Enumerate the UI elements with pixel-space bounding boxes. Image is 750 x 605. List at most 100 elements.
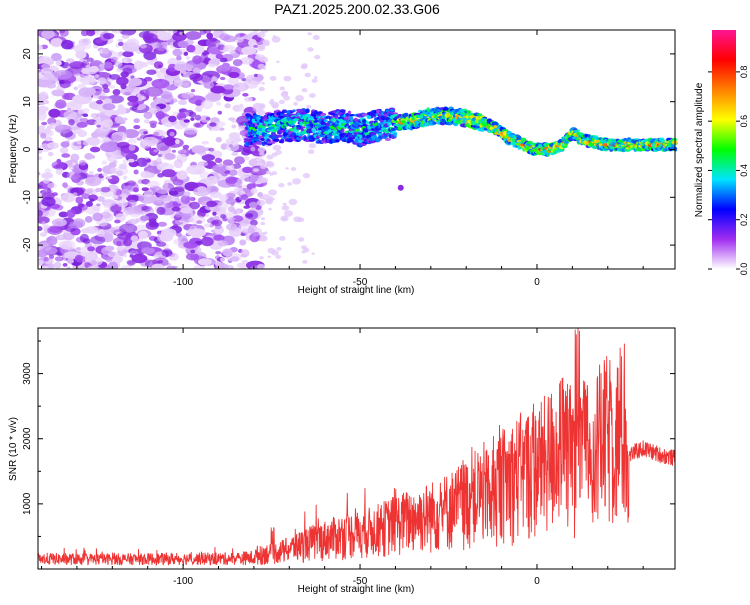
ridge-blob <box>253 136 260 140</box>
noise-blob <box>48 108 61 118</box>
noise-blob <box>40 132 47 139</box>
ridge-blob <box>393 132 397 137</box>
ridge-blob <box>266 141 273 144</box>
ridge-blob <box>361 113 368 117</box>
noise-blob <box>69 220 83 229</box>
noise-blob <box>304 72 311 78</box>
colorbar-label: Normalized spectral amplitude <box>694 82 705 217</box>
noise-blob <box>252 168 260 172</box>
noise-blob <box>279 236 286 241</box>
noise-blob <box>213 215 220 221</box>
noise-blob <box>157 221 167 227</box>
noise-blob <box>183 127 198 135</box>
noise-blob <box>219 194 229 202</box>
noise-blob <box>51 89 65 97</box>
noise-blob <box>112 194 119 200</box>
noise-blob <box>78 87 94 98</box>
noise-blob <box>217 200 229 210</box>
noise-blob <box>47 182 57 189</box>
noise-blob <box>265 163 271 168</box>
ridge-blob <box>330 118 338 122</box>
noise-blob <box>41 196 56 207</box>
noise-blob <box>84 216 93 223</box>
noise-blob <box>75 247 80 251</box>
noise-blob <box>120 265 133 269</box>
noise-blob <box>189 73 203 82</box>
noise-blob <box>38 124 46 130</box>
snr-y-axis-label: SNR (10 * v/v) <box>8 417 19 481</box>
noise-blob <box>62 263 68 267</box>
noise-blob <box>127 95 139 103</box>
noise-blob <box>228 71 240 79</box>
noise-blob <box>181 212 192 220</box>
noise-blob <box>306 104 312 109</box>
ridge-blob <box>595 140 601 143</box>
ridge-blob <box>342 110 346 115</box>
noise-blob <box>85 155 91 159</box>
ridge-blob <box>362 119 367 124</box>
noise-blob <box>149 120 158 126</box>
noise-blob <box>268 100 275 105</box>
noise-blob <box>298 237 305 242</box>
ridge-blob <box>390 127 397 131</box>
ridge-blob <box>370 140 376 144</box>
noise-blob <box>234 156 245 165</box>
noise-blob <box>215 136 222 143</box>
noise-blob <box>151 78 170 89</box>
ridge-blob <box>280 138 285 144</box>
noise-blob <box>302 260 308 264</box>
noise-blob <box>234 231 241 237</box>
noise-blob <box>82 140 91 146</box>
noise-blob <box>169 98 178 103</box>
noise-blob <box>243 97 253 102</box>
noise-blob <box>145 147 151 151</box>
noise-blob <box>301 63 308 68</box>
noise-blob <box>167 30 178 34</box>
noise-blob <box>240 249 250 258</box>
noise-blob <box>167 63 177 72</box>
noise-blob <box>225 141 240 152</box>
noise-blob <box>168 115 177 123</box>
noise-blob <box>209 37 218 43</box>
noise-blob <box>73 86 79 91</box>
y-tick-label: 0 <box>22 146 33 152</box>
noise-blob <box>96 99 103 105</box>
noise-blob <box>61 153 71 158</box>
noise-blob <box>141 247 155 255</box>
noise-blob <box>224 103 231 109</box>
noise-blob <box>101 160 108 165</box>
noise-blob <box>112 89 121 96</box>
noise-blob <box>84 256 93 263</box>
noise-blob <box>122 175 128 180</box>
colorbar-tick-label: 0.0 <box>739 263 749 276</box>
ridge-blob <box>384 138 391 141</box>
noise-blob <box>47 263 55 269</box>
noise-blob <box>48 254 55 260</box>
ridge-blob <box>312 128 316 134</box>
y-tick-label: 2000 <box>22 427 33 450</box>
noise-blob <box>181 70 187 74</box>
noise-blob <box>180 207 193 214</box>
noise-blob <box>266 154 274 160</box>
noise-blob <box>126 194 140 203</box>
ridge-blob <box>300 126 306 129</box>
noise-blob <box>127 219 138 225</box>
noise-blob <box>185 56 190 60</box>
noise-blob <box>153 61 164 69</box>
noise-blob <box>175 139 180 145</box>
noise-blob <box>166 265 176 269</box>
noise-blob <box>200 99 214 110</box>
x-tick-label: -100 <box>173 277 193 288</box>
ridge-blob <box>299 121 304 126</box>
noise-blob <box>116 141 130 149</box>
noise-blob <box>204 93 221 103</box>
noise-blob <box>38 216 50 224</box>
noise-blob <box>290 167 297 171</box>
noise-blob <box>275 150 283 155</box>
noise-blob <box>241 149 251 156</box>
noise-blob <box>308 143 316 149</box>
noise-blob <box>59 30 69 37</box>
noise-blob <box>96 124 101 128</box>
noise-blob <box>163 182 169 188</box>
spectrogram-x-ticks: -100 -50 0 <box>41 30 644 288</box>
